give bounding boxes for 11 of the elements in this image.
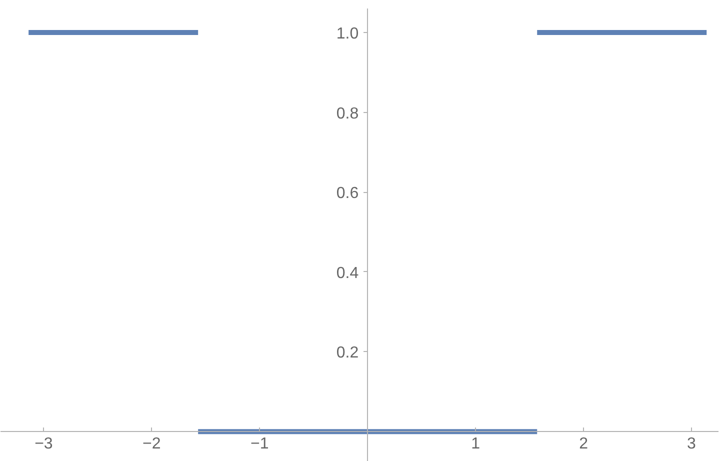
x-tick-label: 1: [471, 436, 480, 453]
y-tick-label: 1.0: [336, 25, 359, 42]
y-tick-label: 0.8: [336, 105, 359, 122]
x-tick-label: 2: [579, 436, 588, 453]
x-tick-label: 3: [687, 436, 696, 453]
y-tick-label: 0.6: [336, 185, 359, 202]
y-tick-label: 0.4: [336, 264, 359, 282]
x-tick-label: −2: [142, 436, 161, 453]
y-tick-label: 0.2: [336, 344, 359, 362]
x-tick-label: −3: [34, 436, 53, 453]
x-tick-label: −1: [250, 436, 269, 453]
